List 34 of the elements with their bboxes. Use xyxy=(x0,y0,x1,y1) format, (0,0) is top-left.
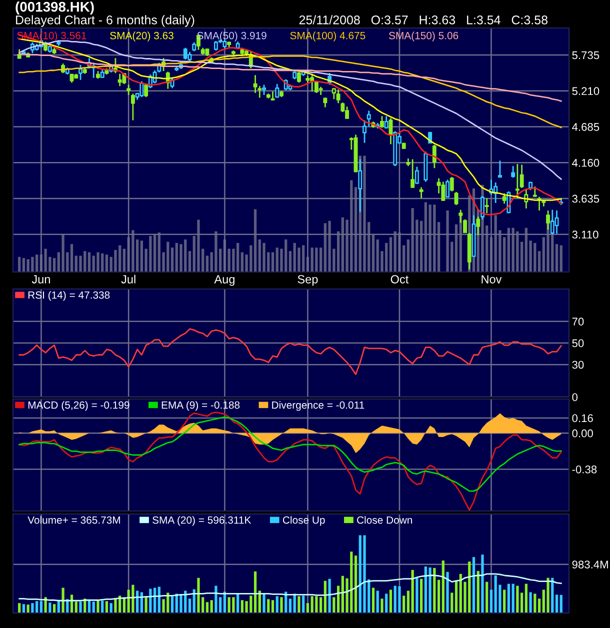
legend-label: EMA (9) = -0.188 xyxy=(162,401,240,411)
x-tick-label: Jun xyxy=(32,275,50,284)
y-tick-label: 5.210 xyxy=(572,87,600,96)
x-tick-label: Jul xyxy=(121,274,136,284)
legend-label: SMA (20) = 596.311K xyxy=(152,516,252,526)
y-tick-label: 0.16 xyxy=(572,414,593,422)
chart-title: (001398.HK) xyxy=(16,2,94,14)
series-label: SMA(100) 4.675 xyxy=(290,32,366,42)
legend-label: Close Down xyxy=(357,516,412,524)
legend-label: Close Up xyxy=(282,516,325,526)
x-tick-label: Oct xyxy=(390,275,409,284)
y-tick-label: 50 xyxy=(572,339,584,348)
text: SMA(20) 3.63 xyxy=(110,32,174,42)
y-tick-label: 3.635 xyxy=(572,194,600,203)
y-tick-label: 0 xyxy=(572,393,578,402)
y-tick-label: 70 xyxy=(572,318,584,326)
y-tick-label: 0.00 xyxy=(572,429,593,438)
y-tick-label: 4.685 xyxy=(572,123,600,131)
text: SMA(150) 5.06 xyxy=(389,32,458,42)
y-tick-label: 30 xyxy=(572,360,584,369)
legend-label: MACD (5,26) = -0.199 xyxy=(28,401,130,411)
x-tick-label: Sep xyxy=(298,275,318,286)
legend-label: RSI (14) = 47.338 xyxy=(28,291,110,301)
x-tick-label: Nov xyxy=(482,275,502,284)
legend-label: Divergence = -0.011 xyxy=(272,401,364,411)
y-tick-label: 4.160 xyxy=(572,158,600,167)
y-tick-label: 983.4M xyxy=(572,560,608,568)
text: 25/11/2008 O:3.57 H:3.63 L:3.54 C:3.58 xyxy=(299,15,548,24)
chart-subtitle: Delayed Chart - 6 months (daily) xyxy=(16,15,194,27)
x-tick-label: Aug xyxy=(214,275,234,286)
y-tick-label: 3.110 xyxy=(572,230,598,239)
y-tick-label: 5.735 xyxy=(572,51,600,60)
y-tick-label: -0.38 xyxy=(572,466,597,474)
legend-title: Volume+ = 365.73M xyxy=(28,516,120,524)
